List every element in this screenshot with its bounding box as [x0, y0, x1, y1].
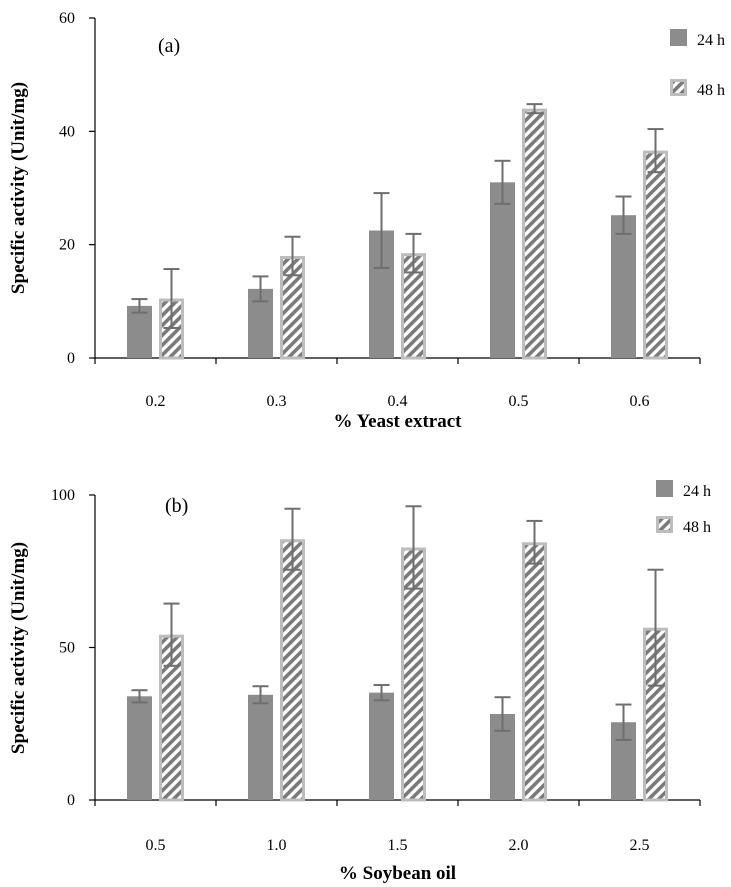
panel-b-legend-item: 24 h: [656, 480, 711, 500]
panel-a-x-tick-label: 0.5: [509, 393, 529, 410]
panel-a-bar-24h: [127, 305, 152, 358]
panel-b-y-axis-title: Specific activity (Unit/mg): [8, 542, 29, 754]
panel-a-y-tick-label: 0: [67, 350, 75, 367]
panel-b-error-bar: [252, 685, 269, 705]
legend-swatch-48h: [656, 516, 673, 533]
panel-a-x-tick-label: 0.4: [388, 393, 408, 410]
legend-swatch-48h: [670, 79, 687, 96]
panel-b-error-bar: [131, 689, 148, 704]
panel-b-y-tick-label: 0: [67, 792, 75, 809]
panel-a-error-bar: [373, 192, 390, 269]
panel-a-y-axis-title: Specific activity (Unit/mg): [8, 82, 29, 294]
panel-a-error-bar: [252, 275, 269, 303]
panel-a-error-bar: [405, 232, 422, 274]
panel-a-chart: 0 20 40 60 0.2 0.3 0.4 0.5 0.6 % Yeast extract Spe…: [8, 10, 725, 432]
panel-a-legend-item: 24 h: [670, 29, 725, 49]
panel-a-label: (a): [158, 35, 180, 57]
panel-a-error-bar: [131, 298, 148, 314]
panel-b-error-bar: [163, 602, 180, 667]
panel-b-legend-item: 48 h: [656, 516, 711, 536]
legend-label: 24 h: [697, 32, 725, 49]
panel-a-error-bar: [163, 268, 180, 329]
legend-label: 24 h: [683, 483, 711, 500]
panel-b-chart: 0 50 100 0.5 1.0 1.5 2.0 2.5 % Soybean oil Specif…: [8, 480, 711, 884]
panel-a-legend-item: 48 h: [670, 79, 725, 99]
panel-b-error-bar: [405, 505, 422, 590]
legend-swatch-24h: [670, 29, 687, 46]
panel-a-y-tick-label: 60: [59, 10, 75, 27]
legend-label: 48 h: [697, 82, 725, 99]
panel-b-bar-24h: [369, 692, 394, 800]
panel-b-label: (b): [165, 495, 188, 517]
panel-b-bar-48h: [280, 539, 305, 802]
panel-a-bar-48h: [643, 150, 668, 360]
panel-a-y-tick-label: 40: [59, 123, 75, 140]
legend-label: 48 h: [683, 519, 711, 536]
panel-b-y-tick-label: 100: [51, 487, 75, 504]
panel-a-error-bar: [494, 159, 511, 205]
panel-a-bar-24h: [490, 182, 515, 358]
panel-a-bar-48h: [522, 108, 547, 360]
panel-b-x-tick-label: 0.5: [146, 837, 166, 854]
panel-a-error-bar: [526, 103, 543, 115]
panel-b-error-bar: [494, 696, 511, 732]
panel-b-error-bar: [526, 519, 543, 565]
panel-a-x-axis-title: % Yeast extract: [333, 411, 462, 432]
panel-b-y-tick-label: 50: [59, 640, 75, 657]
panel-b-bar-24h: [127, 696, 152, 800]
panel-a-x-tick-label: 0.6: [630, 393, 650, 410]
panel-a-error-bar: [284, 235, 301, 277]
panel-b-x-tick-label: 1.5: [388, 837, 408, 854]
panel-a-error-bar: [615, 195, 632, 235]
legend-swatch-24h: [656, 480, 673, 497]
panel-b-x-tick-label: 2.0: [509, 837, 529, 854]
panel-a-error-bar: [647, 128, 664, 174]
panel-b-x-tick-label: 2.5: [630, 837, 650, 854]
panel-b-error-bar: [284, 507, 301, 571]
panel-a-y-tick-label: 20: [59, 237, 75, 254]
panel-b-bar-48h: [522, 542, 547, 802]
panel-a-x-tick-label: 0.3: [267, 393, 287, 410]
panel-a-bar-24h: [611, 215, 636, 358]
panel-b-error-bar: [373, 684, 390, 702]
panel-b-x-axis-title: % Soybean oil: [339, 863, 456, 884]
panel-b-error-bar: [615, 703, 632, 741]
panel-b-bar-24h: [248, 694, 273, 800]
panel-a-x-tick-label: 0.2: [146, 393, 166, 410]
panel-b-x-tick-label: 1.0: [267, 837, 287, 854]
panel-b-error-bar: [647, 568, 664, 687]
